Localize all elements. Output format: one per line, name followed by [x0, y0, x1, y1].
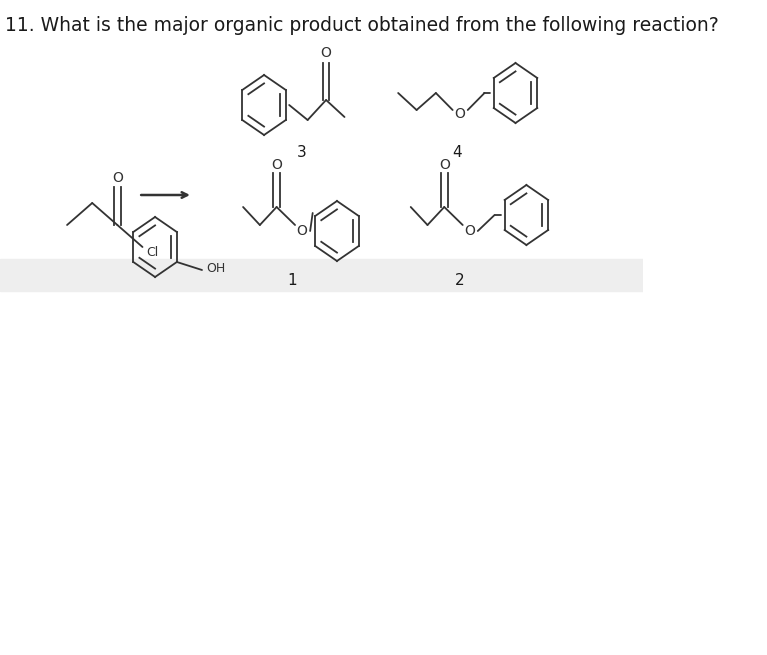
Text: OH: OH: [206, 261, 225, 274]
Text: O: O: [464, 224, 475, 238]
Text: 4: 4: [452, 145, 462, 160]
Text: Cl: Cl: [146, 246, 159, 259]
Text: 11. What is the major organic product obtained from the following reaction?: 11. What is the major organic product ob…: [5, 16, 719, 35]
Text: 1: 1: [287, 273, 297, 288]
Text: O: O: [112, 171, 123, 185]
Text: 3: 3: [297, 145, 307, 160]
Text: O: O: [296, 224, 308, 238]
Text: 2: 2: [455, 273, 464, 288]
Text: O: O: [439, 158, 449, 172]
Text: O: O: [321, 46, 331, 60]
Bar: [0, 259, 643, 291]
Text: O: O: [454, 107, 465, 121]
Text: O: O: [272, 158, 282, 172]
